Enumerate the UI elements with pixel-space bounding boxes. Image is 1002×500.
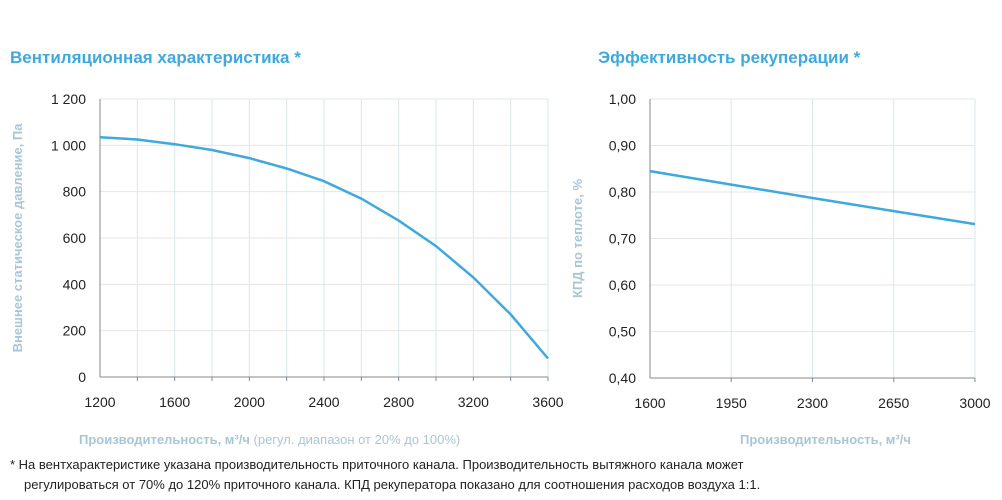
x-tick-label: 3200 bbox=[458, 394, 489, 410]
chart2-title: Эффективность рекуперации * bbox=[598, 48, 861, 67]
y-tick-label: 600 bbox=[63, 230, 87, 246]
y-tick-label: 1 200 bbox=[51, 91, 86, 107]
y-tick-label: 0 bbox=[78, 369, 86, 385]
x-axis-label-text: Производительность, м³/ч bbox=[740, 432, 911, 447]
x-tick-label: 1200 bbox=[84, 394, 115, 410]
x-tick-label: 1600 bbox=[634, 395, 665, 411]
y-tick-label: 1 000 bbox=[51, 137, 86, 153]
charts-canvas: 1200 1600 2000 2400 2800 3200 3600 0 200 400 600 80… bbox=[10, 91, 991, 447]
x-axis-label-text: Производительность, м³/ч bbox=[79, 432, 250, 447]
y-tick-label: 0,90 bbox=[609, 138, 636, 154]
x-tick-label: 2800 bbox=[383, 394, 414, 410]
x-tick-label: 3600 bbox=[532, 394, 563, 410]
footnote: * На вентхарактеристике указана производ… bbox=[10, 455, 1000, 495]
y-tick-label: 200 bbox=[63, 323, 87, 339]
x-axis-label: Производительность, м³/ч bbox=[740, 432, 911, 447]
x-tick-label: 2650 bbox=[878, 395, 909, 411]
y-tick-label: 800 bbox=[63, 184, 87, 200]
footnote-line1: * На вентхарактеристике указана производ… bbox=[10, 457, 744, 472]
y-tick-label: 1,00 bbox=[609, 91, 636, 107]
x-tick-label: 2300 bbox=[797, 395, 828, 411]
x-tick-label: 3000 bbox=[959, 395, 990, 411]
y-axis-label: Внешнее статическое давление, Па bbox=[10, 123, 25, 353]
x-tick-label: 1600 bbox=[159, 394, 190, 410]
y-tick-label: 0,70 bbox=[609, 231, 636, 247]
x-axis-label: Производительность, м³/ч (регул. диапазо… bbox=[79, 432, 460, 447]
y-tick-label: 0,50 bbox=[609, 324, 636, 340]
y-axis-label: КПД по теплоте, % bbox=[570, 179, 585, 299]
x-tick-label: 2000 bbox=[234, 394, 265, 410]
x-tick-label: 1950 bbox=[716, 395, 747, 411]
x-tick-label: 2400 bbox=[308, 394, 339, 410]
y-tick-label: 400 bbox=[63, 276, 87, 292]
y-tick-label: 0,60 bbox=[609, 277, 636, 293]
x-axis-label-note: (регул. диапазон от 20% до 100%) bbox=[250, 432, 460, 447]
footnote-line2: регулироваться от 70% до 120% приточного… bbox=[24, 477, 761, 492]
y-tick-label: 0,80 bbox=[609, 184, 636, 200]
chart1-title: Вентиляционная характеристика * bbox=[10, 48, 301, 67]
y-tick-label: 0,40 bbox=[609, 370, 636, 386]
